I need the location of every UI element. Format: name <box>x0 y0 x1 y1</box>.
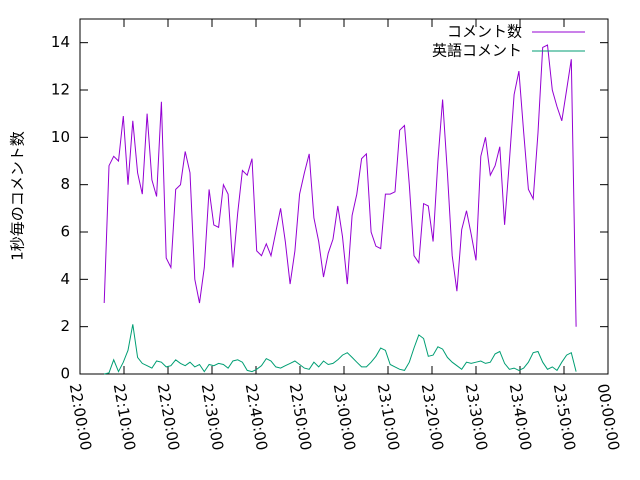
x-tick-label: 00:00:00 <box>594 382 623 451</box>
y-tick-label: 4 <box>60 270 70 288</box>
x-tick-label: 22:20:00 <box>154 382 183 451</box>
legend-label: 英語コメント <box>432 42 522 60</box>
x-tick-label: 23:10:00 <box>374 382 403 451</box>
x-tick-label: 22:10:00 <box>110 382 139 451</box>
x-tick-label: 23:30:00 <box>462 382 491 451</box>
y-tick-label: 6 <box>60 223 70 241</box>
series-line <box>104 324 577 375</box>
x-tick-label: 23:40:00 <box>506 382 535 451</box>
x-tick-label: 23:00:00 <box>330 382 359 451</box>
x-tick-label: 23:50:00 <box>550 382 579 451</box>
x-tick-label: 22:00:00 <box>66 382 95 451</box>
y-tick-label: 2 <box>60 317 70 335</box>
y-axis-label: 1秒毎のコメント数 <box>9 131 27 261</box>
y-tick-label: 14 <box>51 33 70 51</box>
legend-label: コメント数 <box>447 23 522 41</box>
x-tick-label: 22:40:00 <box>242 382 271 451</box>
y-tick-label: 10 <box>51 128 70 146</box>
plot-frame <box>79 18 609 375</box>
x-tick-label: 22:50:00 <box>286 382 315 451</box>
y-tick-label: 0 <box>60 365 70 383</box>
y-tick-label: 12 <box>51 81 70 99</box>
series-line <box>103 44 577 327</box>
y-tick-label: 8 <box>60 175 70 193</box>
x-tick-label: 23:20:00 <box>418 382 447 451</box>
x-tick-label: 22:30:00 <box>198 382 227 451</box>
